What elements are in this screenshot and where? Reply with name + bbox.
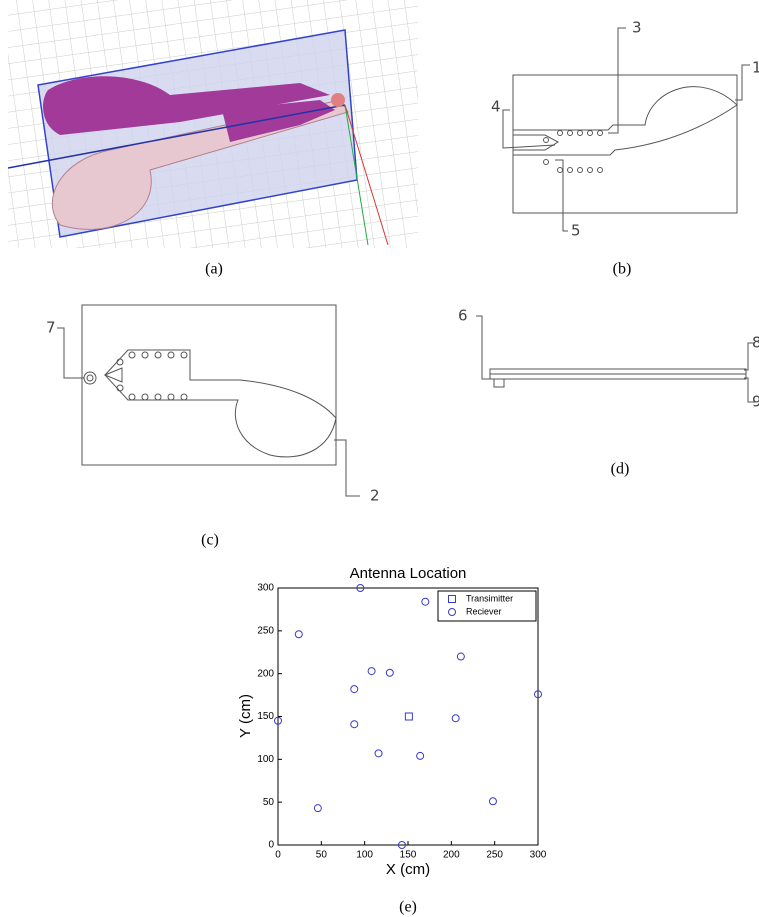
x-tick-label: 250 bbox=[486, 850, 503, 861]
point bbox=[351, 721, 358, 728]
callout: 4 bbox=[491, 98, 501, 116]
y-tick-label: 150 bbox=[257, 711, 274, 722]
point bbox=[386, 669, 393, 676]
x-tick-label: 300 bbox=[530, 850, 547, 861]
chart-title: Antenna Location bbox=[350, 565, 467, 582]
panel-label: (c) bbox=[201, 532, 219, 549]
point bbox=[405, 713, 412, 720]
x-tick-label: 0 bbox=[275, 850, 281, 861]
callout: 8 bbox=[752, 334, 759, 352]
panel-a-drawing bbox=[8, 0, 418, 248]
point bbox=[351, 686, 358, 693]
callout: 5 bbox=[571, 222, 581, 240]
panel-label: (e) bbox=[399, 899, 417, 916]
point bbox=[417, 752, 424, 759]
y-tick-label: 0 bbox=[268, 840, 274, 851]
x-tick-label: 50 bbox=[316, 850, 328, 861]
panel-d-drawing bbox=[476, 316, 755, 402]
y-tick-label: 50 bbox=[263, 797, 275, 808]
y-tick-label: 300 bbox=[257, 583, 274, 594]
callout: 3 bbox=[632, 19, 642, 37]
panel-label: (a) bbox=[205, 261, 223, 278]
point bbox=[489, 798, 496, 805]
y-tick-label: 200 bbox=[257, 668, 274, 679]
callout: 6 bbox=[458, 307, 468, 325]
point bbox=[422, 598, 429, 605]
figure: (a) 3 1 4 5 (b) 7 2 (c) bbox=[0, 0, 759, 917]
point bbox=[457, 653, 464, 660]
y-tick-label: 250 bbox=[257, 625, 274, 636]
panel-b-drawing bbox=[503, 28, 750, 231]
panel-label: (b) bbox=[613, 261, 632, 278]
x-axis-label: X (cm) bbox=[386, 861, 430, 878]
x-tick-label: 100 bbox=[356, 850, 373, 861]
callout: 7 bbox=[46, 319, 56, 337]
callout: 2 bbox=[370, 487, 380, 505]
point bbox=[452, 715, 459, 722]
panel-c-drawing bbox=[57, 305, 360, 496]
legend-label: Reciever bbox=[466, 606, 502, 616]
callout: 9 bbox=[752, 393, 759, 411]
point bbox=[375, 750, 382, 757]
point bbox=[314, 805, 321, 812]
legend-label: Transimitter bbox=[466, 593, 513, 603]
panel-label: (d) bbox=[611, 461, 630, 478]
x-tick-label: 200 bbox=[443, 850, 460, 861]
plot-frame bbox=[278, 588, 538, 845]
point bbox=[368, 668, 375, 675]
callout: 1 bbox=[752, 59, 759, 77]
x-tick-label: 150 bbox=[400, 850, 417, 861]
y-axis-label: Y (cm) bbox=[237, 694, 254, 738]
y-tick-label: 100 bbox=[257, 754, 274, 765]
page: (a) 3 1 4 5 (b) 7 2 (c) bbox=[0, 0, 759, 917]
point bbox=[295, 631, 302, 638]
